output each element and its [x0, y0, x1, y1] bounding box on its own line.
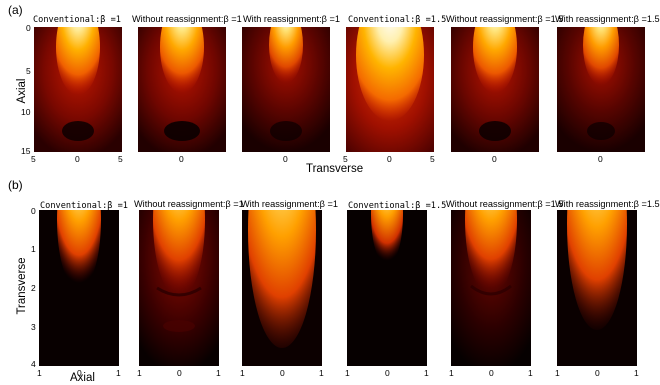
row-b-title-6: With reassignment:β =1.5: [555, 199, 660, 209]
row-b-x-axis-title: Axial: [70, 372, 95, 384]
heatmap-b-2: [139, 210, 219, 366]
heatmap-b-5: [451, 210, 531, 366]
row-b-y-axis-title: Transverse: [16, 257, 28, 315]
row-b-x-tick-left: 1: [37, 368, 42, 378]
row-a-x-tick-left: 5: [31, 154, 36, 164]
row-b-x-tick-mid: 0: [77, 368, 82, 378]
heatmap-a-4: [346, 27, 434, 152]
row-a-x-tick-right: 5: [118, 154, 123, 164]
row-b-y-tick-3: 3: [31, 322, 36, 332]
row-a-title-1: Conventional:β =1: [33, 15, 121, 25]
row-a-y-tick-0: 0: [26, 23, 31, 33]
row-a-title-2: Without reassignment:β =1: [132, 14, 242, 24]
row-b-y-tick-0: 0: [31, 206, 36, 216]
row-b-title-5: Without reassignment:β =1.5: [446, 199, 564, 209]
row-a-x-tick-mid-5: 0: [492, 154, 497, 164]
heatmap-b-6: [557, 210, 637, 366]
row-b-x-tick-left-4: 1: [345, 368, 350, 378]
row-b-x-tick-left-3: 1: [240, 368, 245, 378]
row-b-x-tick-right-3: 1: [319, 368, 324, 378]
row-b-x-tick-left-5: 1: [449, 368, 454, 378]
row-b-x-tick-left-2: 1: [137, 368, 142, 378]
row-b-title-2: Without reassignment:β =1: [134, 199, 244, 209]
row-b-title-4: Conventional:β =1.5: [348, 201, 447, 211]
row-a-title-6: With reassignment:β =1.5: [555, 14, 660, 24]
row-a-x-tick-left-4: 5: [343, 154, 348, 164]
heatmap-a-6: [557, 27, 645, 152]
row-a-y-axis-title: Axial: [16, 78, 28, 104]
row-b-x-tick-mid-6: 0: [595, 368, 600, 378]
heatmap-b-4: [347, 210, 427, 366]
row-a-title-4: Conventional:β =1.5: [348, 15, 447, 25]
row-a-x-axis-title: Transverse: [306, 163, 364, 175]
heatmap-a-3: [242, 27, 330, 152]
row-b-y-tick-1: 1: [31, 244, 36, 254]
heatmap-a-1: [34, 27, 122, 152]
row-b-x-tick-mid-4: 0: [385, 368, 390, 378]
row-a-y-tick-15: 15: [21, 146, 31, 156]
row-a-y-tick-10: 10: [21, 107, 31, 117]
row-b-x-tick-right: 1: [116, 368, 121, 378]
row-a-y-tick-5: 5: [26, 66, 31, 76]
heatmap-a-2: [138, 27, 226, 152]
row-b-x-tick-mid-3: 0: [280, 368, 285, 378]
row-b-x-tick-right-2: 1: [216, 368, 221, 378]
heatmap-b-3: [242, 210, 322, 366]
row-a-title-3: With reassignment:β =1: [243, 14, 340, 24]
heatmap-a-5: [451, 27, 539, 152]
row-b-title-3: With reassignment:β =1: [241, 199, 338, 209]
row-b-x-tick-left-6: 1: [555, 368, 560, 378]
row-a-x-tick-mid-4: 0: [387, 154, 392, 164]
row-a-x-tick-mid-3: 0: [283, 154, 288, 164]
row-b-title-1: Conventional:β =1: [40, 201, 128, 211]
row-a-title-5: Without reassignment:β =1.5: [446, 14, 564, 24]
row-a-x-tick-right-4: 5: [430, 154, 435, 164]
panel-label-b: (b): [8, 178, 23, 192]
row-a-x-tick-mid-2: 0: [179, 154, 184, 164]
row-a-x-tick-mid: 0: [75, 154, 80, 164]
row-b-x-tick-right-5: 1: [528, 368, 533, 378]
row-b-x-tick-right-4: 1: [424, 368, 429, 378]
panel-label-a: (a): [8, 3, 23, 17]
row-b-x-tick-mid-5: 0: [489, 368, 494, 378]
row-b-y-tick-2: 2: [31, 283, 36, 293]
row-b-y-tick-4: 4: [31, 359, 36, 369]
row-b-x-tick-right-6: 1: [634, 368, 639, 378]
row-b-x-tick-mid-2: 0: [177, 368, 182, 378]
row-a-x-tick-mid-6: 0: [598, 154, 603, 164]
heatmap-b-1: [39, 210, 119, 366]
